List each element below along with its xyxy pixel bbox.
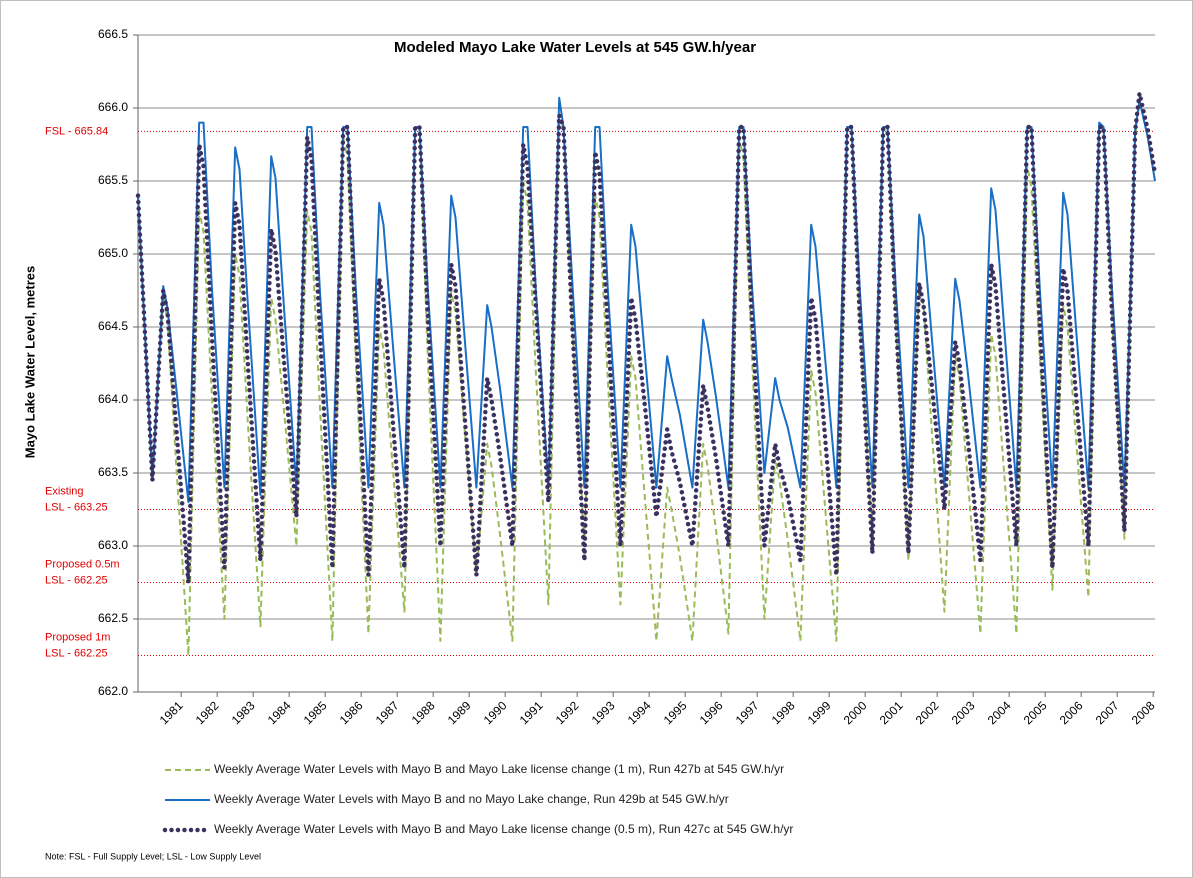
y-tick-label: 664.0 <box>98 392 128 406</box>
y-tick-label: 662.5 <box>98 611 128 625</box>
reference-label: LSL - 662.25 <box>45 647 108 659</box>
y-axis-label: Mayo Lake Water Level, metres <box>22 266 37 458</box>
reference-label: FSL - 665.84 <box>45 125 108 137</box>
legend-label: Weekly Average Water Levels with Mayo B … <box>214 762 784 776</box>
note: Note: FSL - Full Supply Level; LSL - Low… <box>45 851 261 861</box>
y-tick-label: 665.0 <box>98 246 128 260</box>
reference-label: LSL - 663.25 <box>45 501 108 513</box>
reference-label: Existing <box>45 485 84 497</box>
y-tick-label: 666.5 <box>98 27 128 41</box>
y-tick-label: 663.0 <box>98 538 128 552</box>
y-tick-label: 666.0 <box>98 100 128 114</box>
reference-label: Proposed 1m <box>45 631 110 643</box>
legend-label: Weekly Average Water Levels with Mayo B … <box>214 822 793 836</box>
y-tick-label: 662.0 <box>98 684 128 698</box>
legend-label: Weekly Average Water Levels with Mayo B … <box>214 792 729 806</box>
series-line <box>137 99 1156 657</box>
reference-label: LSL - 662.25 <box>45 574 108 586</box>
y-tick-label: 663.5 <box>98 465 128 479</box>
series-line <box>137 96 1156 504</box>
series-line <box>135 91 1158 585</box>
y-tick-label: 664.5 <box>98 319 128 333</box>
y-tick-label: 665.5 <box>98 173 128 187</box>
chart-title: Modeled Mayo Lake Water Levels at 545 GW… <box>394 39 756 56</box>
reference-label: Proposed 0.5m <box>45 558 120 570</box>
